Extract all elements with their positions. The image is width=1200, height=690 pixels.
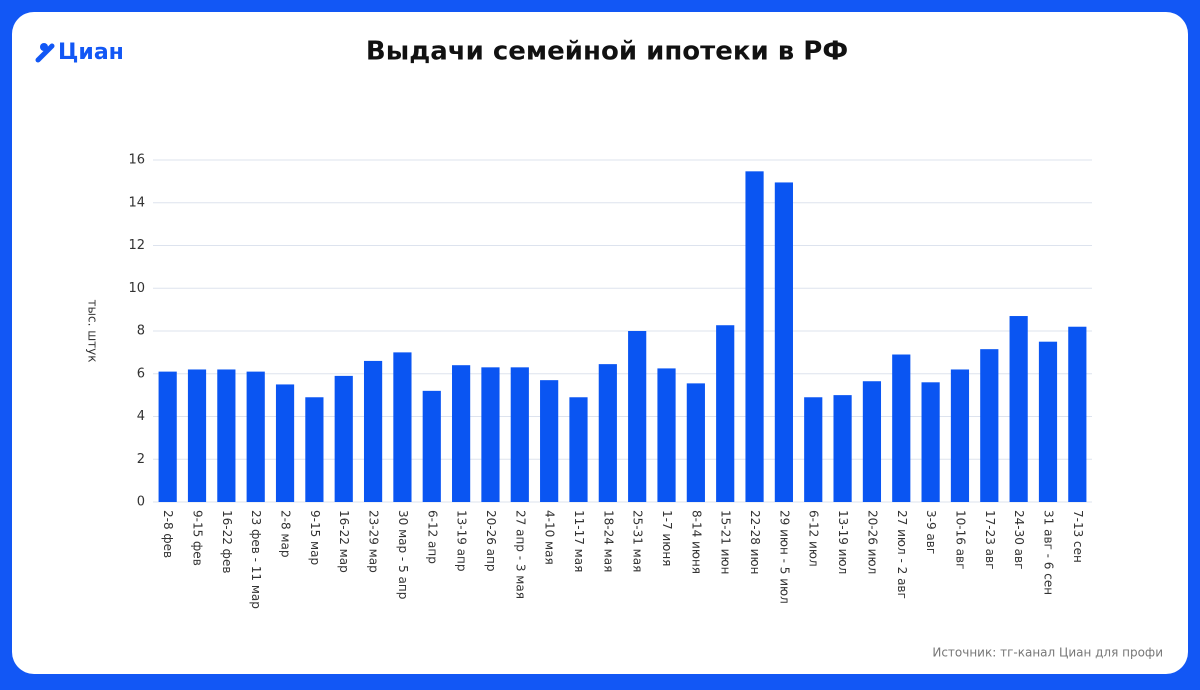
x-tick-label: 11-17 мая xyxy=(572,510,586,572)
source: Источник: тг-канал Циан для профи xyxy=(932,646,1163,660)
x-tick-label: 27 апр - 3 мая xyxy=(513,510,527,599)
bar xyxy=(1009,316,1028,502)
x-tick-label: 20-26 июл xyxy=(865,510,879,574)
bar xyxy=(305,397,324,502)
x-tick-label: 9-15 фев xyxy=(191,510,205,566)
bar xyxy=(334,375,353,502)
bar xyxy=(921,382,940,502)
bar xyxy=(275,384,295,502)
bar xyxy=(452,365,471,502)
bar xyxy=(980,349,999,502)
bar xyxy=(569,397,588,502)
bar xyxy=(217,369,236,502)
y-tick-label: 0 xyxy=(137,495,145,510)
bar xyxy=(657,368,676,502)
x-tick-label: 31 авг - 6 сен xyxy=(1041,510,1055,595)
bar xyxy=(774,182,793,502)
bar xyxy=(1038,341,1058,502)
card xyxy=(12,12,1188,674)
x-tick-label: 13-19 апр xyxy=(455,510,469,572)
x-tick-label: 29 июн - 5 июл xyxy=(777,510,791,604)
x-tick-label: 30 мар - 5 апр xyxy=(396,510,410,599)
y-tick-label: 12 xyxy=(128,238,145,253)
x-tick-label: 7-13 сен xyxy=(1071,510,1085,563)
x-tick-label: 10-16 авг xyxy=(953,510,967,569)
x-tick-label: 4-10 мая xyxy=(543,510,557,565)
bar xyxy=(892,354,911,502)
logo-icon xyxy=(35,43,55,63)
y-tick-label: 2 xyxy=(137,452,145,467)
x-tick-label: 17-23 авг xyxy=(983,510,997,569)
bar xyxy=(686,383,705,502)
x-tick-label: 13-19 июл xyxy=(836,510,850,574)
y-tick-label: 16 xyxy=(128,153,145,168)
x-tick-label: 15-21 июн xyxy=(719,510,733,574)
x-tick-label: 23-29 мар xyxy=(367,510,381,573)
x-tick-label: 25-31 мая xyxy=(631,510,645,572)
y-tick-label: 8 xyxy=(137,324,145,339)
x-tick-label: 3-9 авг xyxy=(924,510,938,554)
x-tick-label: 1-7 июня xyxy=(660,510,674,566)
x-tick-label: 6-12 апр xyxy=(425,510,439,564)
x-tick-label: 23 фев - 11 мар xyxy=(249,510,263,609)
bar xyxy=(950,369,970,502)
bar xyxy=(510,367,529,502)
bar xyxy=(363,360,383,502)
y-tick-label: 4 xyxy=(137,409,145,424)
bar xyxy=(716,325,735,502)
x-tick-label: 16-22 мар xyxy=(337,510,351,573)
x-tick-label: 22-28 июн xyxy=(748,510,762,574)
x-tick-label: 18-24 мая xyxy=(601,510,615,572)
y-tick-label: 6 xyxy=(137,366,145,381)
x-tick-label: 24-30 авг xyxy=(1012,510,1026,569)
x-tick-label: 16-22 фев xyxy=(220,510,234,573)
bar xyxy=(187,369,207,502)
logo: Циан xyxy=(58,40,124,65)
y-tick-label: 10 xyxy=(128,281,145,296)
x-tick-label: 2-8 фев xyxy=(161,510,175,558)
bar xyxy=(862,381,882,502)
x-tick-label: 27 июл - 2 авг xyxy=(895,510,909,599)
chart-title: Выдачи семейной ипотеки в РФ xyxy=(366,37,848,67)
x-tick-label: 20-26 апр xyxy=(484,510,498,572)
bar xyxy=(598,364,617,502)
x-tick-label: 8-14 июня xyxy=(689,510,703,574)
bar xyxy=(422,390,441,502)
bar xyxy=(246,371,265,502)
bar xyxy=(158,371,177,502)
bar xyxy=(481,367,500,502)
bar xyxy=(393,352,412,502)
x-tick-label: 6-12 июл xyxy=(807,510,821,567)
y-axis-label: тыс. штук xyxy=(86,299,100,362)
x-tick-label: 9-15 мар xyxy=(308,510,322,565)
bar xyxy=(540,380,559,502)
bar xyxy=(833,395,852,502)
bar xyxy=(804,397,823,502)
bar xyxy=(628,331,647,502)
bar xyxy=(1068,326,1087,502)
y-tick-label: 14 xyxy=(128,195,145,210)
x-tick-label: 2-8 мар xyxy=(279,510,293,557)
bar xyxy=(745,171,764,503)
